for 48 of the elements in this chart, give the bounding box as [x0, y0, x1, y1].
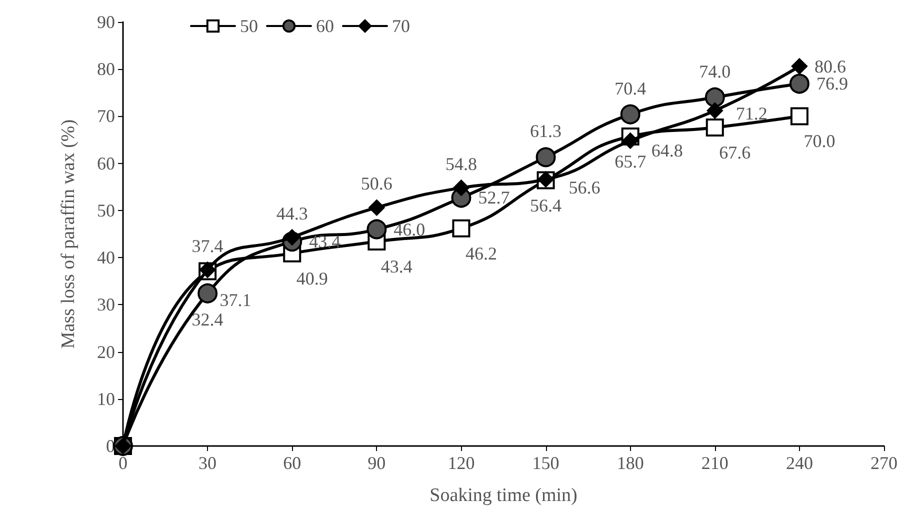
- y-axis-title: Mass loss of paraffin wax (%): [58, 119, 79, 349]
- x-axis-title: Soaking time (min): [430, 485, 578, 506]
- y-tick-label: 50: [97, 200, 115, 220]
- data-label: 46.2: [465, 243, 497, 264]
- data-label: 80.6: [814, 56, 846, 76]
- legend-label: 50: [240, 16, 258, 36]
- data-label: 70.4: [614, 78, 646, 98]
- y-tick-label: 80: [97, 59, 115, 80]
- data-label: 40.9: [296, 268, 328, 288]
- x-tick-label: 180: [616, 453, 644, 473]
- legend-label: 70: [392, 16, 410, 36]
- legend-label: 60: [316, 16, 334, 36]
- data-label: 43.4: [380, 256, 412, 277]
- data-label: 64.8: [651, 140, 683, 161]
- data-label: 65.7: [614, 151, 646, 172]
- data-label: 56.6: [568, 177, 600, 198]
- x-tick-label: 90: [368, 453, 386, 473]
- y-tick-label: 30: [97, 294, 115, 315]
- data-label: 54.8: [445, 154, 477, 174]
- data-label: 76.9: [816, 74, 848, 94]
- y-tick-label: 40: [97, 248, 115, 268]
- data-label: 44.3: [276, 203, 308, 224]
- data-label: 74.0: [699, 61, 731, 82]
- y-tick-label: 20: [97, 342, 115, 362]
- data-label: 37.4: [192, 236, 224, 256]
- data-label: 37.1: [220, 290, 252, 310]
- data-label: 32.4: [192, 309, 224, 330]
- x-tick-label: 240: [786, 453, 813, 473]
- data-label: 67.6: [719, 142, 751, 163]
- data-label: 52.7: [478, 188, 510, 208]
- x-tick-label: 0: [118, 453, 128, 473]
- x-tick-label: 150: [532, 453, 560, 473]
- x-tick-label: 30: [198, 453, 217, 473]
- y-tick-label: 90: [97, 12, 115, 32]
- x-tick-label: 210: [701, 453, 728, 473]
- y-tick-label: 70: [97, 106, 115, 126]
- data-label: 71.2: [736, 104, 768, 124]
- x-tick-label: 60: [283, 453, 302, 473]
- x-tick-label: 270: [870, 453, 898, 473]
- data-label: 70.0: [804, 131, 836, 152]
- x-tick-label: 120: [448, 453, 475, 473]
- data-label: 43.4: [309, 232, 341, 252]
- y-tick-label: 10: [97, 388, 115, 409]
- y-tick-label: 60: [97, 153, 115, 174]
- data-label: 46.0: [394, 219, 426, 240]
- data-label: 50.6: [360, 174, 392, 194]
- data-label: 56.4: [530, 195, 562, 216]
- data-label: 61.3: [530, 121, 562, 142]
